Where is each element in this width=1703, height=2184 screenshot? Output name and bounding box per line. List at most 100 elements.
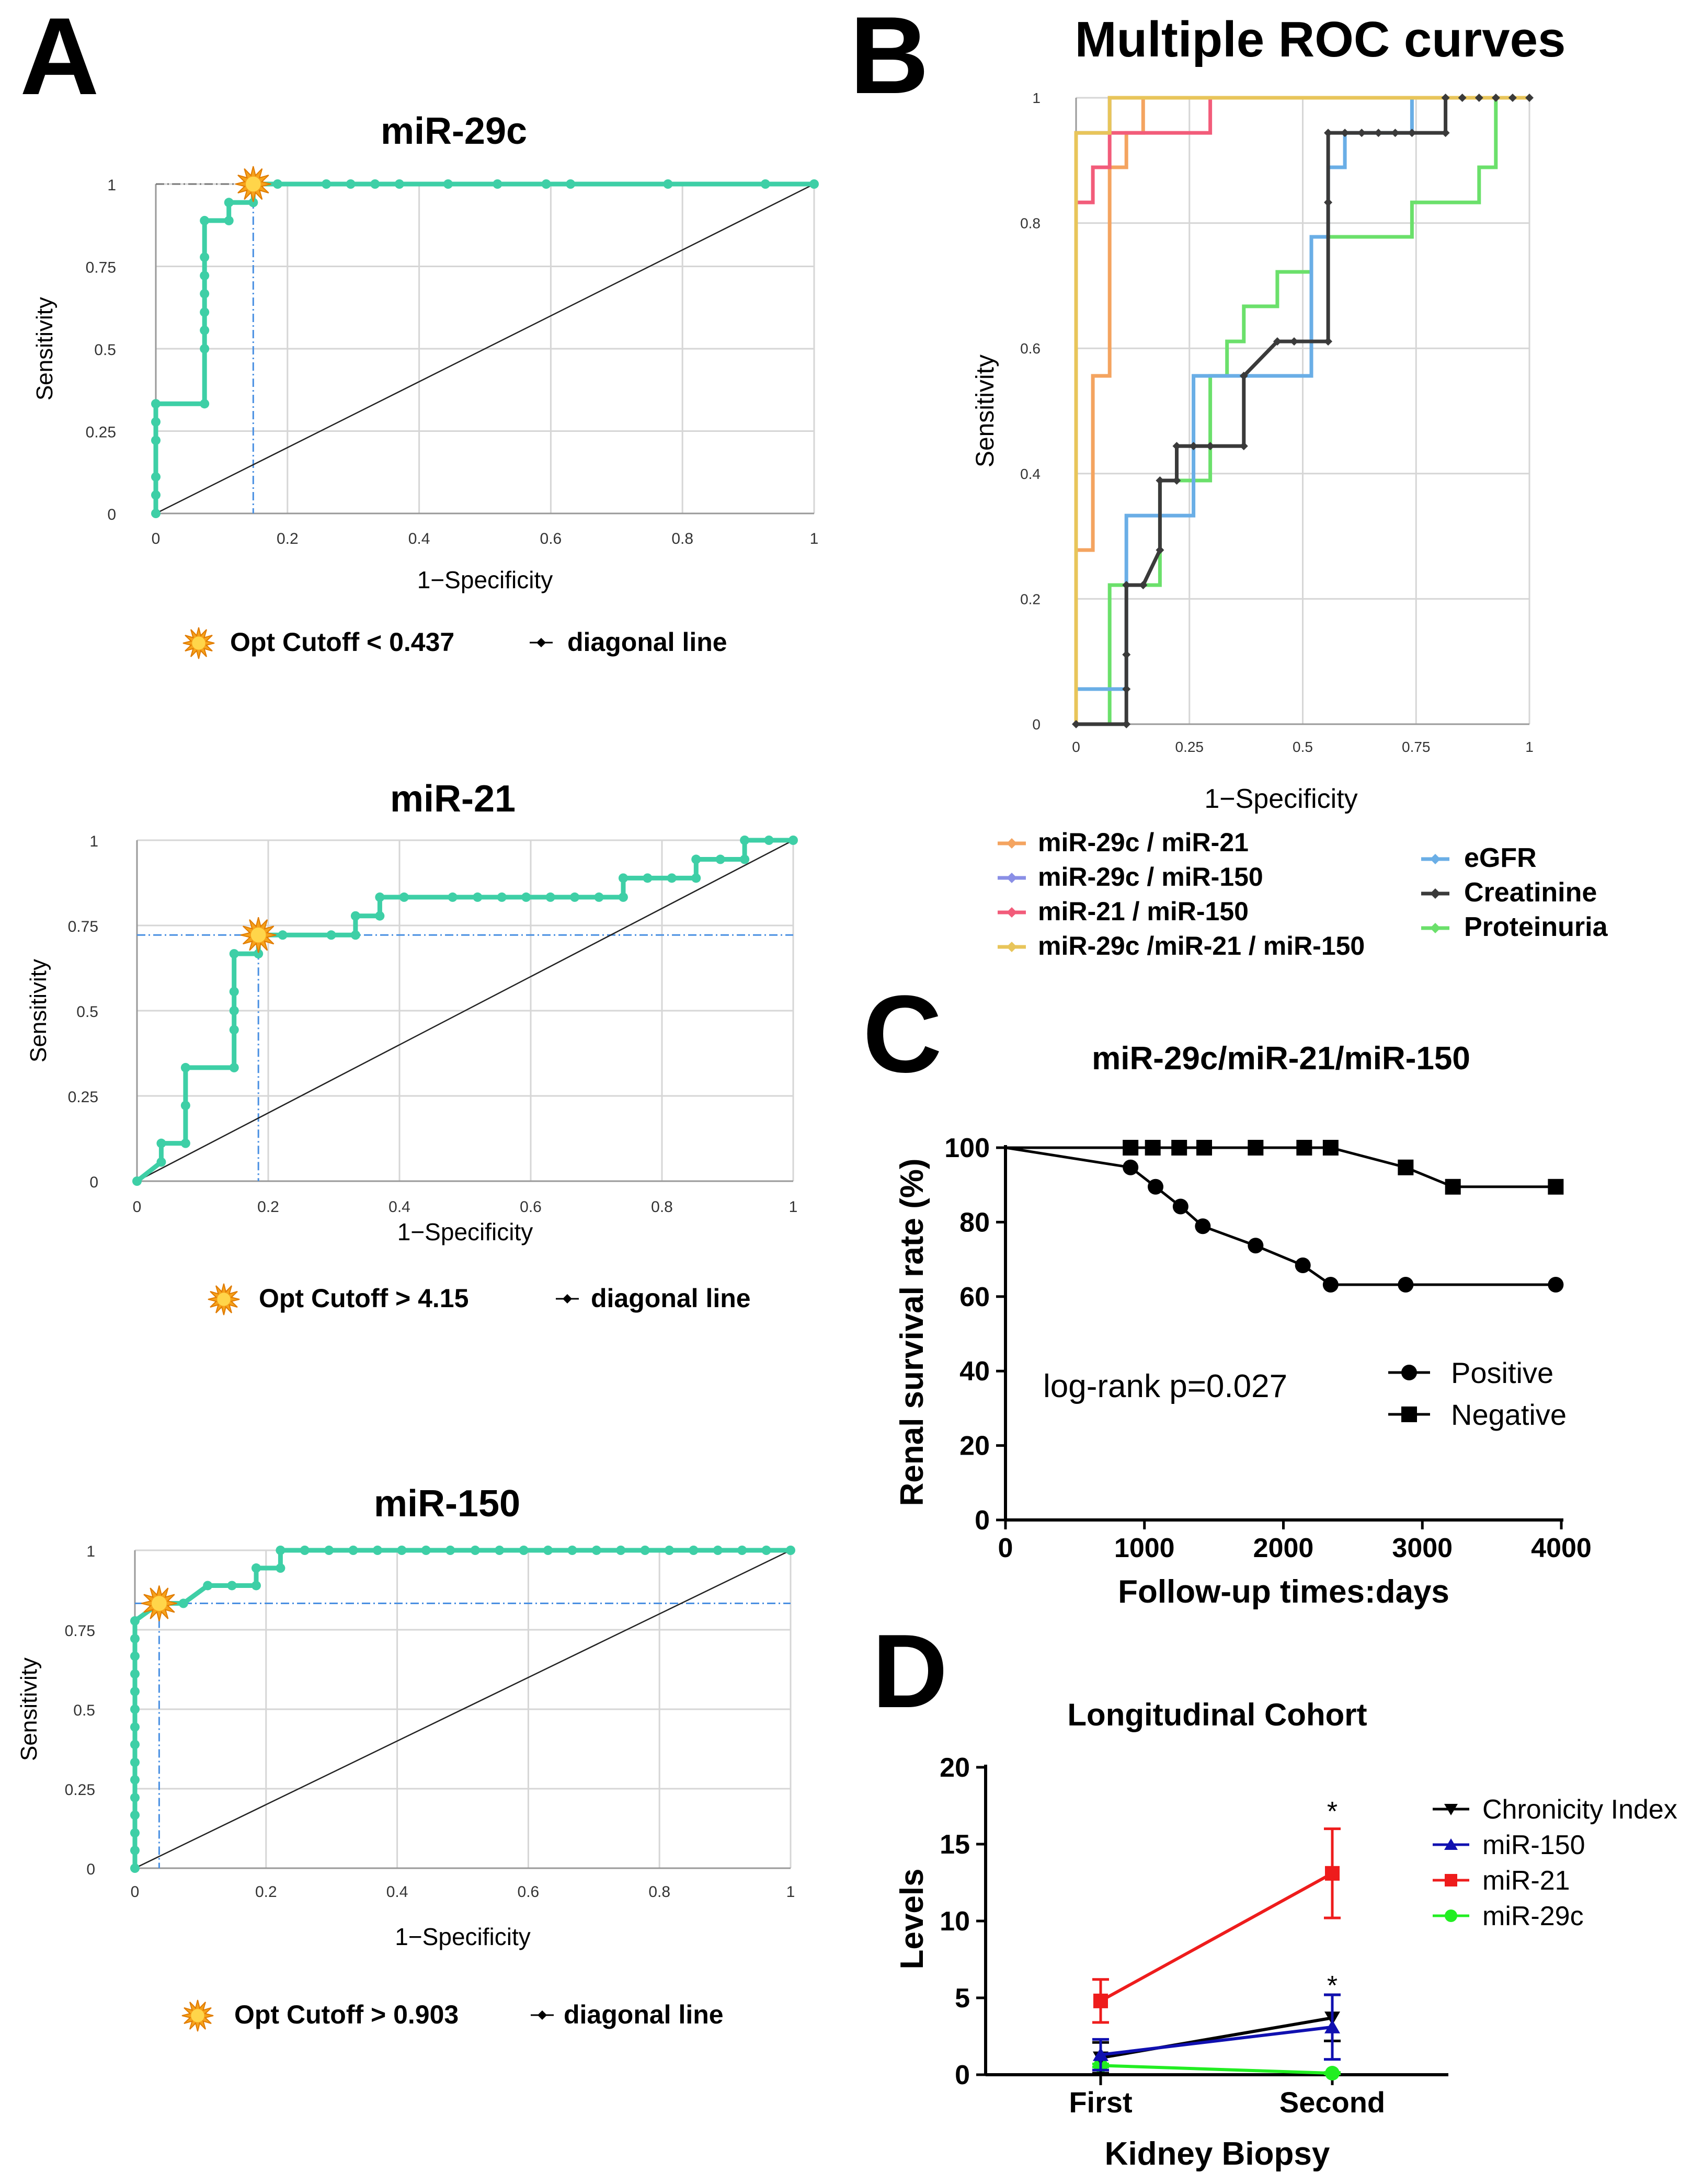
creatinine-marker (1122, 684, 1131, 693)
y-tick-label: 1 (89, 833, 98, 850)
creatinine-marker (1139, 581, 1148, 590)
optimal-cutoff-star-center (152, 1596, 167, 1611)
x-tick-label: 0 (998, 1533, 1013, 1563)
legend-diagonal-label: diagonal line (567, 627, 727, 657)
legend-label: miR-29c / miR-150 (1038, 862, 1263, 891)
x-tick-label: 0.4 (408, 530, 430, 547)
roc-point (200, 307, 210, 317)
optimal-cutoff-star-center (250, 927, 266, 943)
positive-marker (1398, 1277, 1414, 1293)
roc-point (151, 436, 161, 445)
x-tick-label: 0 (152, 530, 161, 547)
roc-point (594, 892, 604, 902)
negative-marker (1445, 1179, 1461, 1195)
y-tick-label: 20 (959, 1431, 990, 1461)
roc-point (200, 325, 210, 335)
legend-marker (1007, 873, 1017, 883)
creatinine-marker (1189, 442, 1198, 451)
roc-point (740, 836, 750, 845)
roc-point (130, 1651, 140, 1661)
roc-point (132, 1176, 142, 1186)
diagonal-line (155, 183, 815, 514)
positive-marker (1295, 1257, 1311, 1273)
roc-point (543, 1546, 553, 1555)
x-tick-label: 2000 (1253, 1533, 1314, 1563)
legend-label: miR-29c /miR-21 / miR-150 (1038, 931, 1365, 960)
diagonal-line (136, 839, 794, 1182)
y-tick-label: 0 (89, 1174, 98, 1191)
annotation-logrank: log-rank p=0.027 (1043, 1368, 1287, 1404)
y-tick-label: 5 (955, 1983, 970, 2014)
roc-point (375, 892, 385, 902)
roc-point (643, 873, 653, 883)
roc-chart-2: miR-21 0 0.25 0.5 0.75 1 0 0.2 0.4 0.6 0.8 1 Sensiti… (26, 778, 798, 1316)
roc-point (224, 215, 234, 225)
data-marker (1324, 2019, 1340, 2033)
legend-cutoff-label: Opt Cutoff < 0.437 (230, 627, 454, 657)
positive-marker (1148, 1179, 1164, 1195)
roc-point (570, 892, 580, 902)
y-tick-label: 0 (1032, 716, 1041, 733)
roc-point (618, 873, 628, 883)
roc-point (375, 911, 385, 921)
y-tick-label: 0.25 (68, 1089, 98, 1106)
x-tick-label: 4000 (1531, 1533, 1592, 1563)
roc-point (151, 472, 161, 482)
x-tick-label: 1 (1525, 739, 1534, 755)
negative-marker (1171, 1140, 1187, 1156)
significance-mark: * (1327, 1797, 1338, 1827)
legend-label: miR-150 (1482, 1830, 1585, 1860)
y-axis-label: Levels (894, 1868, 930, 1969)
roc-point (254, 949, 264, 959)
creatinine-marker (1491, 94, 1500, 102)
y-tick-label: 0 (86, 1861, 95, 1878)
roc-point (203, 1581, 213, 1591)
roc-point (156, 1157, 166, 1167)
roc-point (278, 930, 288, 940)
series-chronicity-index (1092, 1993, 1341, 2075)
roc-point (229, 949, 239, 959)
roc-point (761, 1546, 771, 1555)
creatinine-marker (1341, 129, 1350, 138)
roc-point (521, 892, 531, 902)
y-axis-label: Renal survival rate (%) (894, 1158, 930, 1506)
roc-point (322, 179, 332, 189)
data-marker (1325, 2066, 1340, 2081)
x-axis-label: 1−Specificity (397, 1218, 533, 1245)
creatinine-marker (1290, 337, 1299, 346)
series-line (1100, 1872, 1333, 2003)
roc-point (180, 1062, 190, 1072)
x-tick-label: 0.2 (255, 1883, 277, 1901)
negative-marker (1322, 1140, 1339, 1156)
series-line (1100, 2064, 1333, 2075)
x-tick-label: 1000 (1114, 1533, 1175, 1563)
chart-title: miR-150 (374, 1483, 520, 1525)
positive-marker (1172, 1198, 1188, 1215)
roc-point (786, 1546, 795, 1555)
roc-point (229, 1006, 239, 1015)
legend-marker (1445, 1909, 1457, 1922)
significance-mark: * (1327, 1971, 1338, 2001)
legend-marker (1444, 1804, 1458, 1815)
roc-chart-3: miR-150 0 0.25 0.5 0.75 1 0 0.2 0.4 0.6 0.8 1 Sensit… (16, 1483, 795, 2032)
roc-point (130, 1686, 140, 1696)
roc-point (519, 1546, 529, 1555)
roc-point (715, 854, 725, 864)
roc-point (348, 1546, 358, 1555)
y-tick-label: 0.8 (1020, 215, 1041, 232)
roc-curve-mir-29c-mir-21-mir-150 (1074, 96, 1529, 724)
roc-point (200, 344, 210, 353)
roc-point (346, 179, 356, 189)
y-tick-label: 0.6 (1020, 340, 1041, 357)
roc-point (689, 1546, 699, 1555)
positive-marker (1195, 1218, 1211, 1234)
y-axis-label: Sensitivity (971, 355, 999, 467)
roc-point (740, 854, 750, 864)
y-tick-label: 100 (944, 1133, 990, 1163)
roc-point (229, 987, 239, 997)
panel-letter-c: C (863, 973, 942, 1095)
creatinine-marker (1122, 720, 1131, 728)
legend-cutoff-label: Opt Cutoff > 0.903 (234, 2000, 459, 2029)
